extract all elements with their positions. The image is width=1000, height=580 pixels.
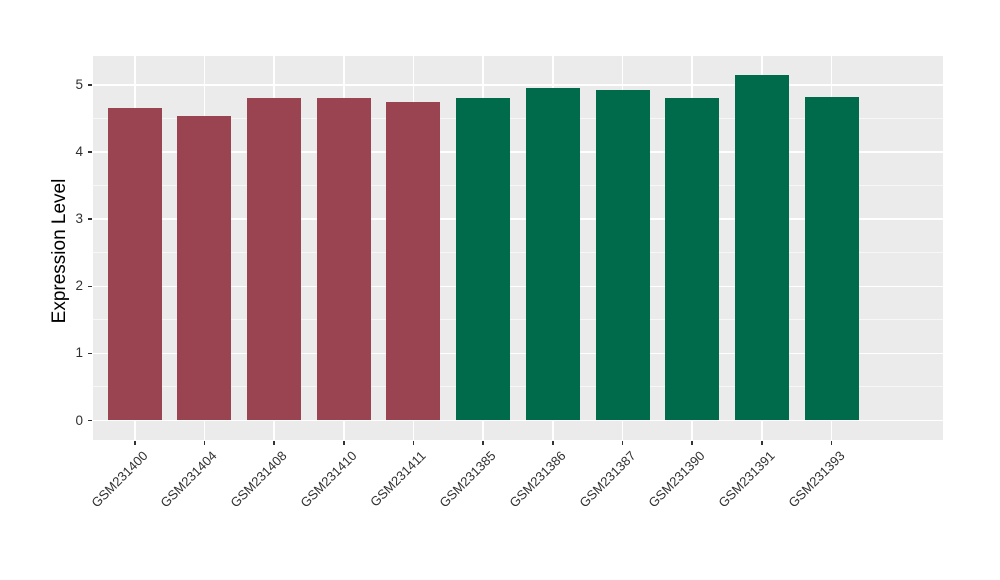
gridline-minor-h bbox=[93, 185, 943, 187]
x-axis-tick bbox=[273, 441, 275, 445]
x-tick-label: GSM231386 bbox=[506, 448, 569, 511]
gridline-major-h bbox=[93, 285, 943, 288]
y-tick-label: 1 bbox=[75, 345, 83, 361]
bar bbox=[177, 115, 232, 421]
y-tick-label: 5 bbox=[75, 77, 83, 92]
bar bbox=[107, 108, 162, 421]
x-axis-tick bbox=[343, 441, 345, 445]
bar bbox=[665, 98, 720, 421]
x-tick-label: GSM231411 bbox=[367, 448, 430, 510]
x-tick-label: GSM231408 bbox=[227, 448, 290, 511]
y-axis-tick bbox=[88, 419, 92, 422]
y-tick-label: 4 bbox=[75, 144, 83, 160]
x-tick-label: GSM231390 bbox=[645, 448, 708, 511]
bar bbox=[247, 98, 302, 421]
x-axis-tick bbox=[412, 441, 415, 445]
x-tick-label: GSM231410 bbox=[297, 448, 360, 511]
y-axis-tick bbox=[88, 285, 92, 288]
x-tick-label: GSM231385 bbox=[436, 448, 499, 511]
x-axis-tick bbox=[621, 441, 624, 445]
plot-panel bbox=[93, 56, 943, 440]
gridline-minor-h bbox=[93, 118, 943, 120]
y-axis-title: Expression Level bbox=[49, 178, 70, 324]
y-tick-label: 0 bbox=[75, 412, 83, 428]
bar bbox=[734, 74, 789, 421]
x-axis-tick bbox=[761, 441, 763, 445]
x-axis-tick bbox=[482, 441, 484, 445]
bar bbox=[525, 87, 580, 421]
x-axis-tick bbox=[203, 441, 206, 445]
y-axis-tick bbox=[88, 151, 92, 153]
x-tick-label: GSM231387 bbox=[575, 448, 639, 511]
gridline-major-h bbox=[93, 419, 943, 422]
bar bbox=[386, 102, 441, 421]
y-tick-label: 2 bbox=[75, 278, 83, 294]
bar bbox=[316, 98, 371, 421]
bar bbox=[595, 89, 650, 421]
gridline-minor-h bbox=[93, 386, 943, 388]
x-tick-label: GSM231404 bbox=[157, 448, 221, 511]
gridline-major-h bbox=[93, 151, 943, 153]
gridline-minor-h bbox=[93, 319, 943, 321]
x-axis-tick bbox=[134, 441, 136, 445]
x-axis-tick bbox=[552, 441, 554, 445]
x-axis-tick bbox=[830, 441, 833, 445]
gridline-minor-h bbox=[93, 252, 943, 254]
x-tick-label: GSM231400 bbox=[88, 448, 151, 511]
x-tick-label: GSM231391 bbox=[715, 448, 778, 511]
y-axis-tick bbox=[88, 218, 92, 220]
gridline-major-h bbox=[93, 84, 943, 86]
y-axis-tick bbox=[88, 84, 92, 86]
y-tick-label: 3 bbox=[75, 211, 83, 227]
bar bbox=[804, 97, 859, 421]
gridline-major-h bbox=[93, 352, 943, 355]
bar bbox=[456, 98, 511, 421]
gridline-major-h bbox=[93, 218, 943, 220]
x-axis-tick bbox=[691, 441, 693, 445]
y-axis-tick bbox=[88, 352, 92, 355]
x-tick-label: GSM231393 bbox=[784, 448, 848, 511]
